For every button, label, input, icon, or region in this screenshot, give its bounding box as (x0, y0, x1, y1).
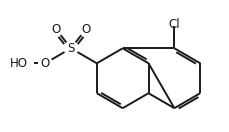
Text: S: S (67, 42, 75, 55)
Text: O: O (81, 23, 90, 36)
Text: O: O (41, 57, 50, 70)
Text: O: O (51, 23, 61, 36)
Text: HO: HO (10, 57, 28, 70)
Text: Cl: Cl (169, 18, 180, 31)
